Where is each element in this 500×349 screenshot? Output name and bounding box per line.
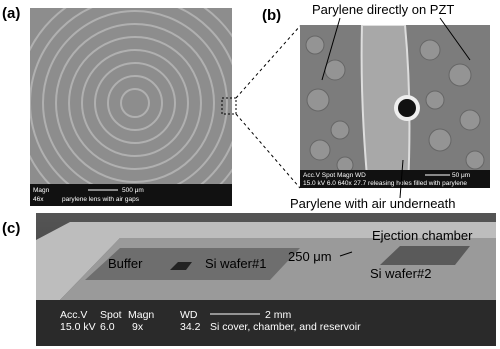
panel-label: (b) xyxy=(262,7,281,24)
annotation: Parylene with air underneath xyxy=(290,196,456,211)
info-text: 34.2 xyxy=(180,321,201,333)
scale-text: 500 μm xyxy=(122,187,144,194)
pointer xyxy=(399,159,404,199)
info-text: Acc.V Spot Magn WD xyxy=(303,172,366,179)
annotation: Si wafer#1 xyxy=(205,256,266,271)
sem-image-a xyxy=(30,8,232,206)
scale-text: 2 mm xyxy=(265,309,292,321)
pointer xyxy=(339,251,353,257)
sem-image-c xyxy=(36,213,496,346)
pointer xyxy=(439,17,471,61)
info-text: WD xyxy=(180,309,198,321)
info-text: Magn xyxy=(128,309,154,321)
info-text: 46x xyxy=(33,196,44,203)
info-text: Magn xyxy=(33,187,50,194)
caption-text: Si cover, chamber, and reservoir xyxy=(210,321,361,333)
sem-image-b xyxy=(300,25,490,188)
info-text: Acc.V xyxy=(60,309,87,321)
annotation: Si wafer#2 xyxy=(370,266,431,281)
caption-text: parylene lens with air gaps xyxy=(62,196,140,203)
annotation: 250 μm xyxy=(288,249,332,264)
annotation: Parylene directly on PZT xyxy=(312,2,454,17)
info-text: 9x xyxy=(132,321,144,333)
info-text: Spot xyxy=(100,309,122,321)
info-text: 6.0 xyxy=(100,321,115,333)
zoom-line xyxy=(235,113,301,189)
panel-label: (a) xyxy=(2,5,20,22)
annotation: Buffer xyxy=(108,256,143,271)
pointer xyxy=(321,17,341,81)
info-text: 15.0 kV xyxy=(60,321,96,333)
scale-text: 50 μm xyxy=(452,172,470,179)
zoom-line xyxy=(235,25,301,99)
zoom-box xyxy=(221,97,237,115)
annotation: Ejection chamber xyxy=(372,228,473,243)
info-text: 15.0 kV 6.0 640x 27.7 releasing holes fi… xyxy=(303,180,467,187)
panel-label: (c) xyxy=(2,220,20,237)
